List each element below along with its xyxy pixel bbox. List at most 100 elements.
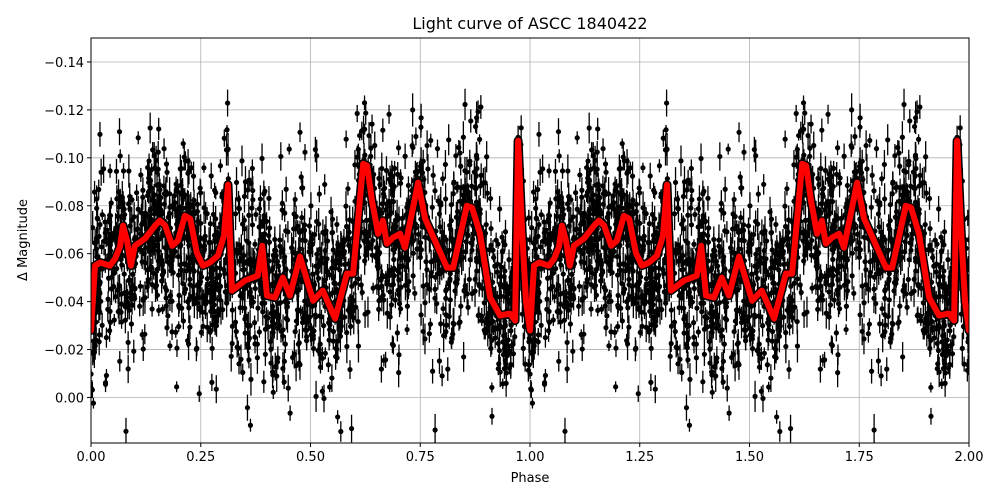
data-point — [362, 152, 367, 157]
data-point — [271, 390, 276, 395]
data-point — [157, 187, 162, 192]
data-point — [405, 327, 410, 332]
data-point — [371, 286, 376, 291]
data-point — [468, 257, 473, 262]
data-point — [177, 293, 182, 298]
data-point — [477, 137, 482, 142]
data-point — [191, 198, 196, 203]
data-point — [403, 154, 408, 159]
data-point — [334, 222, 339, 227]
data-point — [242, 306, 247, 311]
data-point — [201, 165, 206, 170]
data-point — [499, 235, 504, 240]
data-point — [250, 197, 255, 202]
data-point — [150, 147, 155, 152]
data-point — [314, 219, 319, 224]
data-point — [355, 111, 360, 116]
data-point — [589, 306, 594, 311]
data-point — [580, 346, 585, 351]
data-point — [302, 299, 307, 304]
data-point — [451, 179, 456, 184]
data-point — [406, 288, 411, 293]
data-point — [153, 243, 158, 248]
data-point — [278, 154, 283, 159]
data-point — [488, 346, 493, 351]
data-point — [316, 276, 321, 281]
data-point — [809, 238, 814, 243]
data-point — [503, 286, 508, 291]
data-point — [230, 307, 235, 312]
data-point — [236, 206, 241, 211]
data-point — [449, 202, 454, 207]
data-point — [337, 261, 342, 266]
data-point — [282, 211, 287, 216]
data-point — [252, 320, 257, 325]
data-point — [396, 292, 401, 297]
data-point — [326, 362, 331, 367]
data-point — [348, 324, 353, 329]
data-point — [422, 336, 427, 341]
data-point — [788, 426, 793, 431]
data-point — [300, 185, 305, 190]
data-point — [267, 225, 272, 230]
data-point — [308, 249, 313, 254]
data-point — [134, 190, 139, 195]
data-point — [897, 164, 902, 169]
data-point — [923, 222, 928, 227]
data-point — [164, 170, 169, 175]
data-point — [379, 366, 384, 371]
data-point — [434, 301, 439, 306]
data-point — [290, 249, 295, 254]
data-point — [431, 173, 436, 178]
data-point — [430, 205, 435, 210]
data-point — [127, 194, 132, 199]
data-point — [302, 222, 307, 227]
data-point — [218, 307, 223, 312]
data-point — [186, 305, 191, 310]
data-point — [250, 166, 255, 171]
data-point — [117, 283, 122, 288]
data-point — [497, 206, 502, 211]
data-point — [356, 276, 361, 281]
data-point — [577, 284, 582, 289]
data-point — [343, 204, 348, 209]
data-point — [218, 163, 223, 168]
data-point — [185, 158, 190, 163]
data-point — [395, 330, 400, 335]
data-point — [194, 296, 199, 301]
data-point — [362, 100, 367, 105]
data-point — [199, 295, 204, 300]
data-point — [393, 218, 398, 223]
data-point — [146, 176, 151, 181]
data-point — [185, 338, 190, 343]
data-point — [356, 319, 361, 324]
data-point — [108, 213, 113, 218]
data-point — [334, 347, 339, 352]
data-point — [510, 342, 515, 347]
data-point — [536, 222, 541, 227]
data-point — [500, 248, 505, 253]
data-point — [363, 110, 368, 115]
data-point — [337, 322, 342, 327]
data-point — [396, 370, 401, 375]
data-point — [100, 323, 105, 328]
data-point — [233, 211, 238, 216]
data-point — [648, 173, 653, 178]
data-point — [320, 230, 325, 235]
data-point — [119, 262, 124, 267]
data-point — [222, 136, 227, 141]
data-point — [603, 170, 608, 175]
data-point — [733, 214, 738, 219]
data-point — [353, 281, 358, 286]
data-point — [851, 291, 856, 296]
data-point — [448, 297, 453, 302]
data-point — [212, 188, 217, 193]
data-point — [96, 187, 101, 192]
data-point — [392, 184, 397, 189]
data-point — [485, 328, 490, 333]
data-point — [406, 183, 411, 188]
data-point — [152, 207, 157, 212]
data-point — [379, 166, 384, 171]
data-point — [211, 212, 216, 217]
data-point — [156, 167, 161, 172]
